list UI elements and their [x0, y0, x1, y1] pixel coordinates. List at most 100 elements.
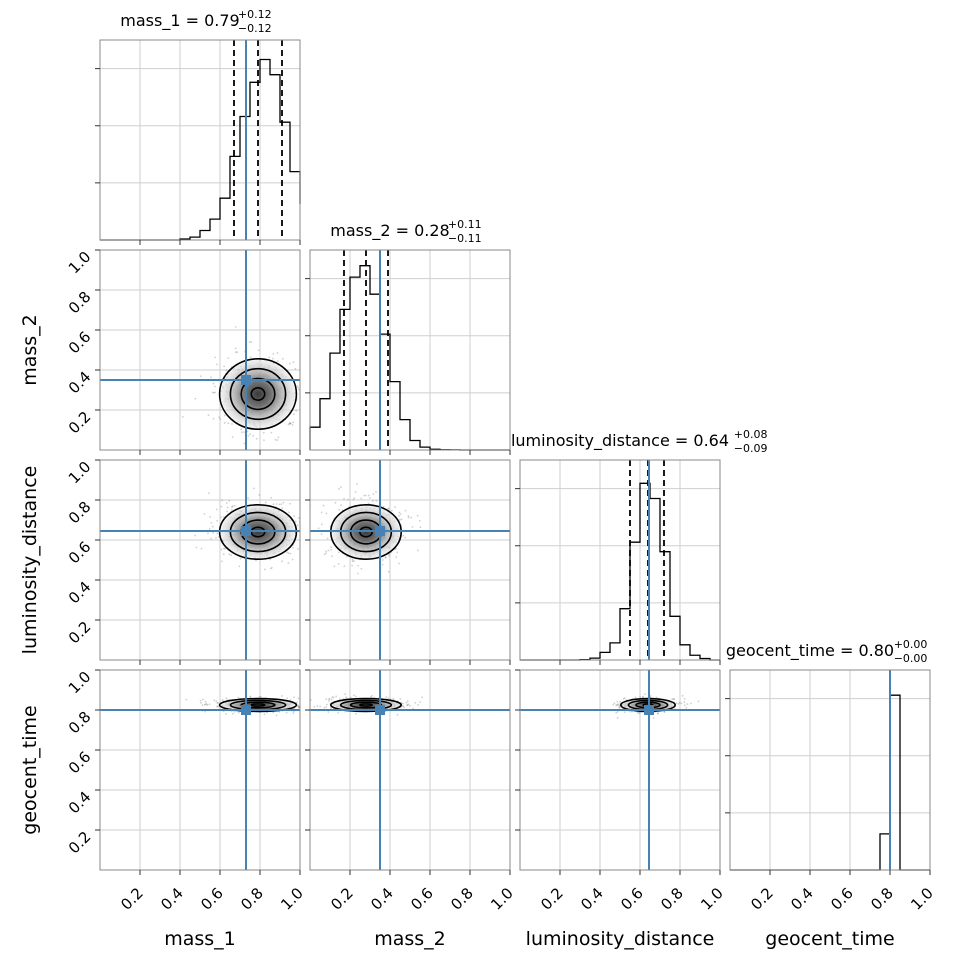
sample-point: [317, 700, 319, 702]
sample-point: [207, 532, 209, 535]
sample-point: [372, 493, 375, 496]
panel-geocent_time-geocent_time: [725, 669, 931, 875]
sample-point: [322, 504, 325, 507]
sample-point: [288, 422, 291, 425]
sample-point: [293, 515, 295, 518]
sample-point: [637, 712, 640, 715]
sample-point: [617, 703, 620, 706]
sample-point: [221, 698, 224, 701]
sample-point: [405, 701, 408, 704]
sample-point: [387, 507, 390, 510]
sample-point: [690, 702, 692, 705]
sample-point: [616, 700, 619, 703]
title-lower-error-luminosity_distance: −0.09: [734, 442, 768, 455]
sample-point: [222, 547, 225, 550]
sample-point: [281, 560, 283, 563]
sample-point: [263, 713, 266, 716]
truth-marker: [241, 526, 251, 536]
sample-point: [214, 391, 216, 394]
sample-point: [294, 367, 297, 370]
sample-point: [272, 353, 275, 355]
x-tick-label: 1.0: [487, 884, 517, 914]
sample-point: [337, 562, 340, 565]
sample-point: [206, 704, 209, 706]
sample-point: [417, 549, 419, 552]
sample-point: [220, 560, 223, 563]
sample-point: [301, 537, 303, 539]
sample-point: [683, 701, 686, 703]
sample-point: [231, 506, 233, 508]
y-tick-label: 0.8: [65, 288, 95, 318]
sample-point: [414, 701, 417, 704]
sample-point: [225, 369, 228, 372]
sample-point: [352, 694, 355, 697]
sample-point: [270, 431, 273, 434]
sample-point: [402, 702, 404, 705]
sample-point: [331, 696, 334, 699]
sample-point: [338, 698, 341, 700]
sample-point: [404, 509, 407, 512]
sample-point: [289, 552, 292, 555]
sample-point: [203, 703, 206, 706]
sample-point: [214, 356, 216, 359]
sample-point: [201, 704, 204, 707]
sample-point: [295, 410, 298, 412]
x-axis-label-mass_2: mass_2: [374, 928, 446, 950]
sample-point: [243, 442, 246, 445]
sample-point: [616, 703, 619, 706]
sample-point: [402, 534, 405, 537]
sample-point: [200, 547, 203, 550]
sample-point: [257, 349, 260, 352]
sample-point: [298, 706, 300, 709]
x-tick-label: 0.2: [537, 884, 567, 914]
panel-luminosity_distance-geocent_time: [515, 669, 721, 875]
x-tick-label: 0.6: [407, 884, 437, 914]
sample-point: [385, 696, 388, 698]
x-tick-label: 0.2: [747, 884, 777, 914]
sample-point: [325, 706, 328, 708]
sample-point: [185, 698, 188, 701]
sample-point: [216, 532, 219, 535]
sample-point: [289, 502, 291, 505]
sample-point: [297, 706, 300, 709]
sample-point: [280, 503, 283, 506]
sample-point: [354, 695, 357, 698]
sample-point: [243, 431, 246, 434]
panel-frame: [519, 669, 721, 871]
sample-point: [231, 436, 234, 438]
sample-point: [226, 510, 229, 513]
sample-point: [274, 438, 277, 441]
sample-point: [220, 505, 223, 508]
sample-point: [211, 525, 214, 528]
sample-point: [237, 711, 240, 714]
sample-point: [199, 699, 202, 702]
panel-mass_1-mass_1: [95, 39, 301, 245]
title-geocent_time: geocent_time = 0.80: [726, 641, 894, 661]
sample-point: [276, 360, 279, 362]
density-fill: [220, 359, 296, 429]
sample-point: [419, 526, 422, 529]
sample-point: [258, 494, 261, 496]
sample-point: [292, 712, 295, 715]
sample-point: [306, 703, 308, 705]
sample-point: [364, 494, 367, 497]
sample-point: [275, 714, 278, 717]
sample-point: [212, 382, 215, 385]
title-upper-error-luminosity_distance: +0.08: [734, 428, 768, 441]
sample-point: [615, 704, 618, 707]
y-axis-label-luminosity_distance: luminosity_distance: [19, 466, 41, 655]
sample-point: [331, 555, 333, 558]
x-tick-label: 0.6: [827, 884, 857, 914]
sample-point: [330, 707, 333, 710]
sample-point: [697, 700, 700, 703]
contour-0: [218, 357, 298, 430]
sample-point: [395, 556, 398, 558]
sample-point: [320, 523, 323, 526]
panel-frame: [309, 249, 511, 451]
sample-point: [354, 491, 357, 493]
sample-point: [352, 498, 355, 501]
sample-point: [649, 695, 652, 697]
sample-point: [238, 565, 241, 568]
sample-point: [639, 696, 642, 698]
